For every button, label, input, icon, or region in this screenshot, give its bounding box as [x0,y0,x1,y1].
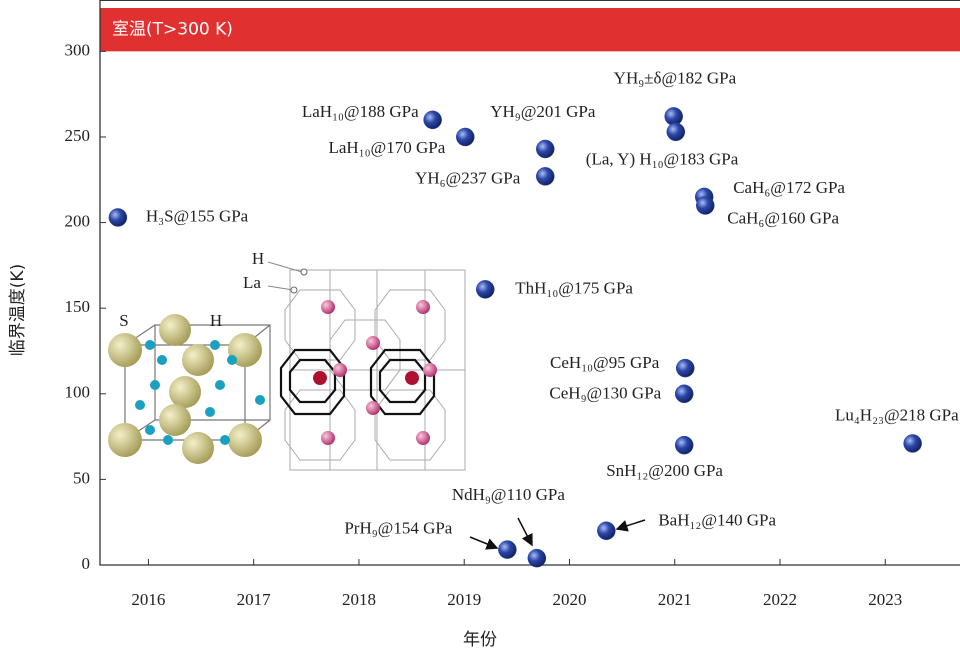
data-point [664,107,683,126]
x-tick-label: 2017 [237,590,272,609]
inset-label: La [243,273,261,292]
x-tick-label: 2019 [447,590,481,609]
data-point [476,280,495,299]
point-label: CeH₁₀@95 GPa [550,353,660,372]
x-tick-label: 2021 [658,590,692,609]
x-tick-label: 2020 [552,590,586,609]
y-axis-title: 临界温度(K) [8,264,28,356]
inset-label: H [252,249,264,268]
point-label: LaH₁₀@188 GPa [302,102,419,121]
room-temp-band [100,8,960,52]
band-label: 室温(T>300 K) [112,20,233,40]
x-tick-label: 2022 [763,590,797,609]
point-label: H₃S@155 GPa [146,206,249,225]
inset-label: S [119,311,128,330]
point-label: CaH₆@160 GPa [727,208,839,227]
data-point [527,548,547,568]
point-label: SnH₁₂@200 GPa [606,461,723,480]
point-label: Lu₄H₂₃@218 GPa [835,405,959,424]
point-label: YH₉±δ@182 GPa [614,68,737,87]
point-label: YH₆@237 GPa [415,168,521,187]
inset-crystal [108,261,466,471]
x-tick-label: 2016 [131,590,165,609]
inset-label: H [210,311,222,330]
point-label: CaH₆@172 GPa [733,178,845,197]
y-tick-label: 200 [65,211,91,230]
y-tick-label: 100 [65,383,91,402]
data-point [456,127,475,147]
x-axis-title: 年份 [463,630,497,650]
data-point [498,540,517,559]
y-tick-label: 150 [65,297,91,316]
point-label: YH₉@201 GPa [490,102,596,121]
x-tick-label: 2023 [868,590,902,609]
point-label: CeH₉@130 GPa [549,384,661,403]
data-point [903,434,922,453]
x-tick-label: 2018 [342,590,376,609]
y-tick-label: 300 [65,40,91,59]
point-label: LaH₁₀@170 GPa [329,138,446,157]
y-tick-label: 250 [65,126,91,145]
data-point [676,358,695,378]
data-point [536,139,555,159]
y-tick-label: 50 [73,468,90,487]
arrows [469,517,646,550]
data-point [674,384,694,404]
data-point [666,122,686,142]
point-label: BaH₁₂@140 GPa [658,511,776,530]
data-point [423,110,442,130]
point-label: ThH₁₀@175 GPa [515,278,633,297]
data-point [597,521,616,541]
data-point [108,208,128,227]
data-point [536,167,555,186]
point-label: PrH₉@154 GPa [344,518,452,537]
y-tick-label: 0 [82,554,91,573]
data-point [674,435,694,455]
point-label: (La, Y) H₁₀@183 GPa [586,150,739,169]
point-label: NdH₉@110 GPa [452,485,565,504]
data-point [696,196,715,215]
